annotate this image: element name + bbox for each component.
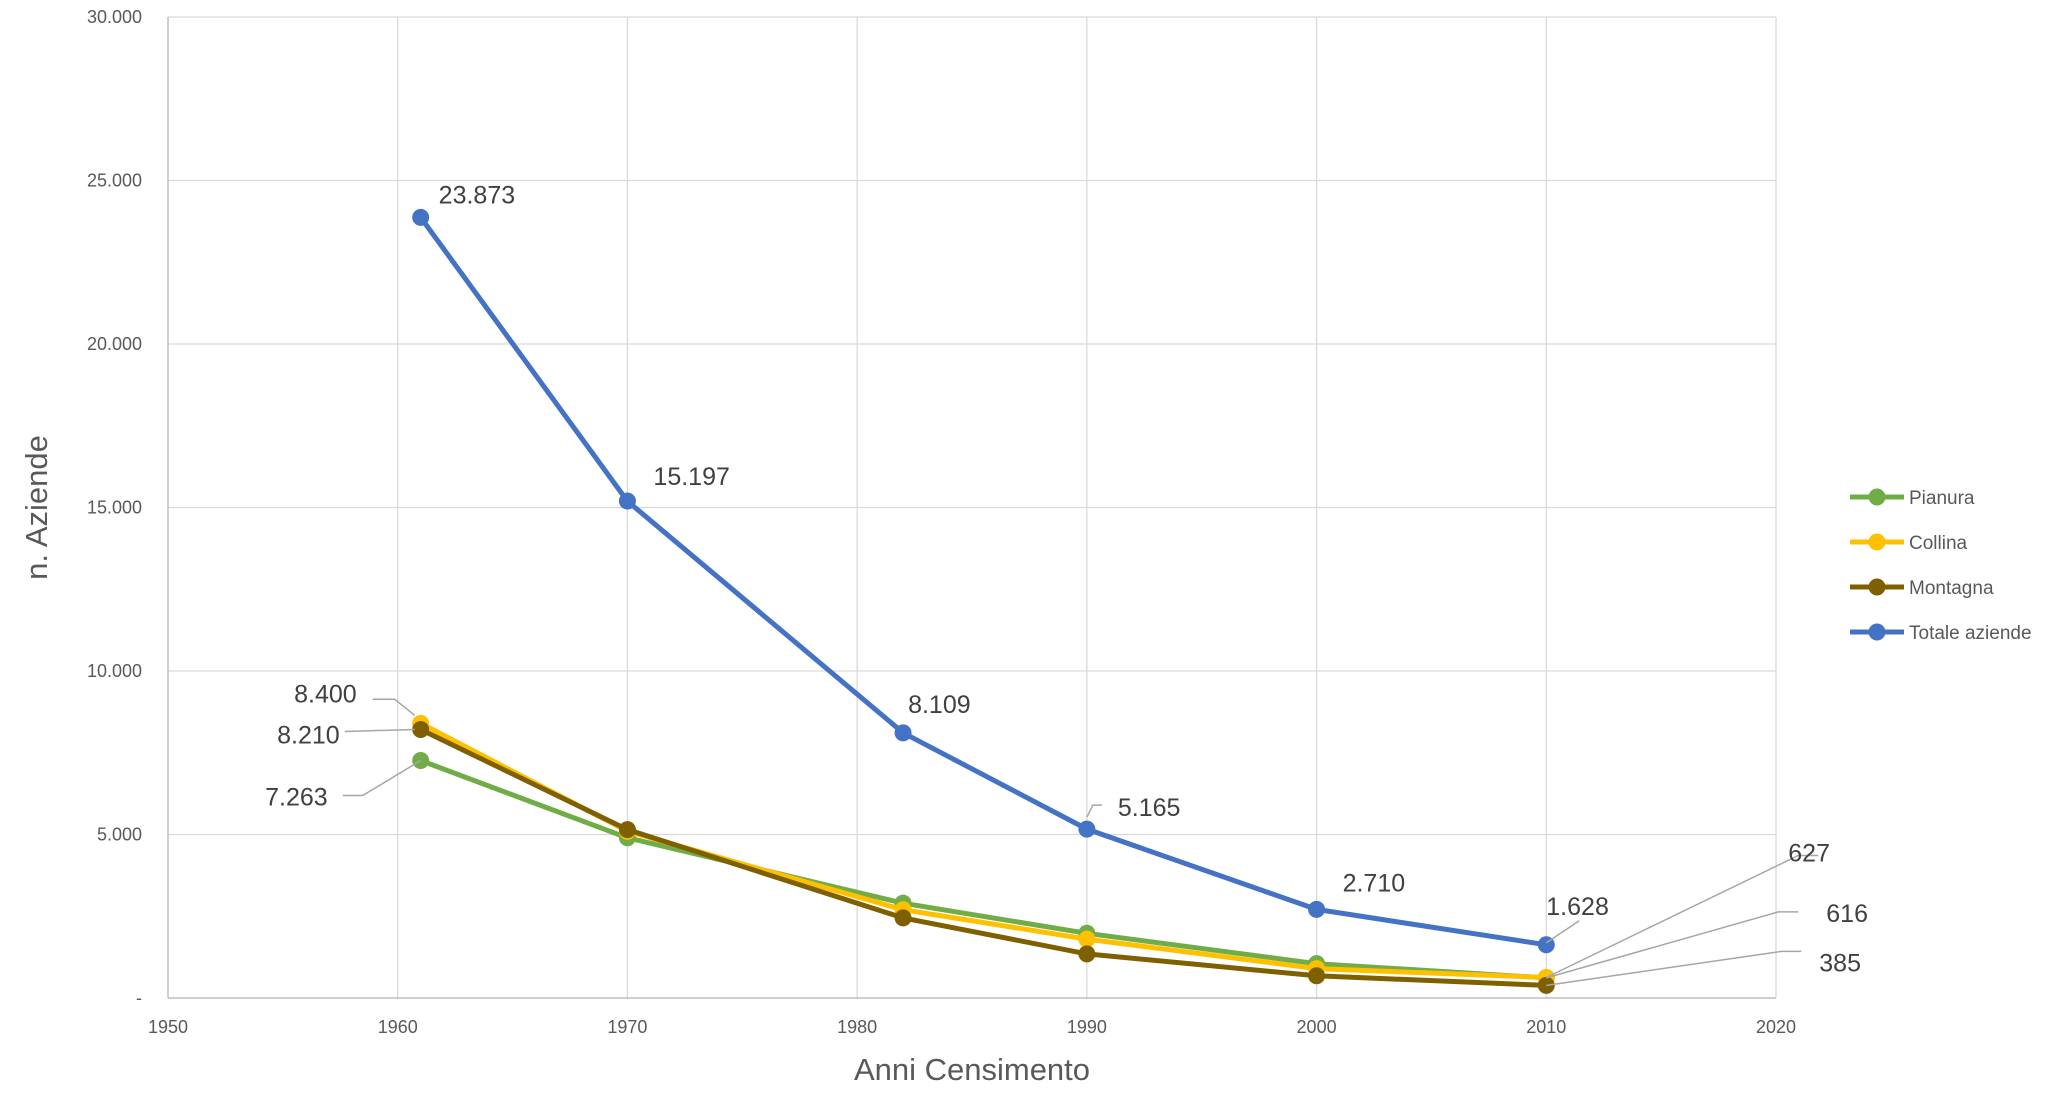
axes: - 5.000 10.000 15.000 20.000 25.000 30.000 1950…: [87, 7, 1796, 1037]
data-point-montagna: [1537, 976, 1555, 994]
data-label: 8.210: [277, 722, 340, 750]
y-tick-label: 25.000: [87, 171, 142, 191]
label-leader-line: [372, 698, 416, 716]
x-tick-label: 1990: [1067, 1017, 1107, 1037]
data-point-montagna: [1308, 967, 1326, 985]
x-tick-label: 2010: [1526, 1017, 1566, 1037]
series-line-montagna: [418, 727, 1549, 988]
series-lines: [412, 208, 1555, 994]
label-leader-line: [1545, 854, 1819, 979]
series-line-collina: [418, 720, 1549, 980]
legend: Pianura Collina Montagna Totale aziende: [1850, 488, 2032, 644]
data-point-totale-aziende: [1308, 900, 1326, 918]
gridlines: [168, 16, 1777, 998]
y-tick-label: 10.000: [87, 661, 142, 681]
y-tick-label: -: [136, 988, 142, 1008]
data-label: 627: [1788, 839, 1830, 867]
data-point-montagna: [412, 721, 430, 739]
label-leader-line: [1545, 920, 1580, 944]
data-point-montagna: [894, 909, 912, 927]
data-point-totale-aziende: [412, 208, 430, 226]
x-tick-label: 1950: [148, 1017, 188, 1037]
data-label: 23.873: [439, 181, 515, 209]
legend-swatch-marker: [1868, 623, 1886, 641]
data-point-collina: [1078, 930, 1096, 948]
label-leader-line: [342, 759, 422, 797]
x-tick-label: 1960: [378, 1017, 418, 1037]
y-tick-label: 5.000: [97, 825, 142, 845]
legend-swatch-marker: [1868, 533, 1886, 551]
data-label: 5.165: [1118, 794, 1181, 822]
data-label: 385: [1819, 949, 1861, 977]
data-label: 8.109: [908, 691, 971, 719]
y-axis-title: n. Aziende: [19, 435, 54, 580]
label-leader-line: [1546, 911, 1799, 979]
data-label: 1.628: [1546, 893, 1609, 921]
x-tick-label: 1980: [837, 1017, 877, 1037]
data-labels: 23.873 15.197 8.109 5.165 2.710 1.628 8.400 8.2…: [265, 181, 1868, 977]
legend-label: Collina: [1909, 533, 1968, 554]
series-line-totale-aziende: [418, 214, 1549, 948]
x-axis-title: Anni Censimento: [854, 1052, 1090, 1087]
data-point-totale-aziende: [1078, 820, 1096, 838]
label-leader-lines: [342, 698, 1819, 987]
x-tick-label: 2000: [1297, 1017, 1337, 1037]
data-label: 616: [1826, 900, 1868, 928]
data-point-montagna: [1078, 945, 1096, 963]
y-tick-label: 15.000: [87, 498, 142, 518]
legend-swatch-marker: [1868, 488, 1886, 506]
data-label: 7.263: [265, 783, 328, 811]
x-tick-label: 2020: [1756, 1017, 1796, 1037]
data-point-totale-aziende: [894, 724, 912, 742]
label-leader-line: [344, 728, 415, 733]
data-label: 15.197: [653, 463, 729, 491]
label-leader-line: [1086, 804, 1102, 818]
data-label: 2.710: [1343, 869, 1406, 897]
legend-label: Pianura: [1909, 488, 1975, 509]
data-point-montagna: [618, 821, 636, 839]
x-tick-label: 1970: [607, 1017, 647, 1037]
legend-label: Totale aziende: [1909, 623, 2032, 644]
legend-label: Montagna: [1909, 578, 1994, 599]
y-tick-label: 30.000: [87, 7, 142, 27]
y-tick-label: 20.000: [87, 334, 142, 354]
data-label: 8.400: [294, 680, 357, 708]
series-line-pianura: [418, 758, 1549, 981]
data-point-totale-aziende: [618, 492, 636, 510]
legend-swatch-marker: [1868, 578, 1886, 596]
label-leader-line: [1546, 950, 1802, 987]
